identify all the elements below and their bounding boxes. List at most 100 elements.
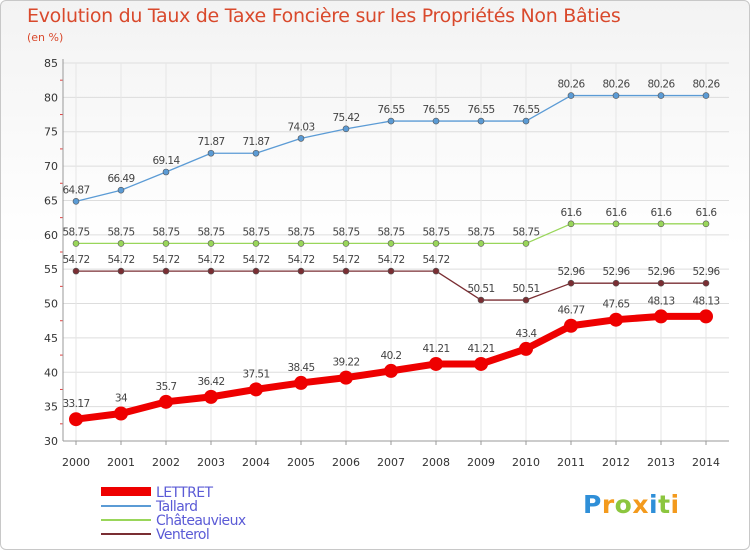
data-point <box>432 117 440 125</box>
data-point <box>294 375 308 390</box>
data-label: 75.42 <box>332 112 359 124</box>
data-label: 61.6 <box>651 207 673 219</box>
data-label: 54.72 <box>197 254 224 266</box>
data-point <box>567 279 575 287</box>
data-label: 80.26 <box>602 79 630 91</box>
data-point <box>654 309 668 324</box>
data-point <box>387 117 395 125</box>
x-tick-label: 2005 <box>287 456 315 469</box>
data-label: 64.87 <box>62 184 89 196</box>
data-point <box>657 279 665 287</box>
data-point <box>519 341 533 356</box>
data-label: 34 <box>115 393 128 405</box>
data-point <box>339 370 353 385</box>
y-tick-label: 85 <box>44 57 58 70</box>
data-point <box>702 92 710 99</box>
data-point <box>657 220 665 228</box>
data-point <box>72 240 80 247</box>
data-point <box>432 240 440 247</box>
data-label: 80.26 <box>647 79 675 91</box>
data-label: 58.75 <box>242 226 269 238</box>
y-tick-label: 55 <box>44 263 58 276</box>
y-tick-label: 45 <box>44 332 58 345</box>
y-tick-label: 35 <box>44 401 58 414</box>
data-point <box>117 186 125 194</box>
logo-letter: i <box>670 490 680 519</box>
data-label: 58.75 <box>107 226 134 238</box>
data-point <box>297 240 305 247</box>
data-point <box>474 356 488 371</box>
data-point <box>162 168 170 176</box>
data-point <box>477 117 485 125</box>
data-label: 66.49 <box>107 173 134 185</box>
data-label: 52.96 <box>602 266 630 278</box>
data-point <box>432 267 440 275</box>
data-label: 76.55 <box>467 104 494 116</box>
legend-label-chateauvieux: Châteauvieux <box>156 513 246 529</box>
data-label: 52.96 <box>557 266 585 278</box>
data-label: 54.72 <box>377 254 404 266</box>
data-label: 61.6 <box>561 207 583 219</box>
data-label: 76.55 <box>377 104 404 116</box>
data-label: 80.26 <box>557 79 585 91</box>
data-label: 48.13 <box>647 295 674 307</box>
logo-letter: i <box>649 490 659 519</box>
data-point <box>252 149 260 157</box>
logo-letter: x <box>632 490 649 519</box>
chart-title: Evolution du Taux de Taxe Foncière sur l… <box>27 5 621 27</box>
logo-letter: t <box>658 490 671 519</box>
data-point <box>342 125 350 133</box>
x-tick-label: 2011 <box>557 456 585 469</box>
data-label: 58.75 <box>422 226 449 238</box>
x-tick-label: 2002 <box>152 456 180 469</box>
x-tick-label: 2007 <box>377 456 405 469</box>
x-tick-label: 2003 <box>197 456 225 469</box>
data-label: 71.87 <box>242 136 269 148</box>
x-tick-label: 2008 <box>422 456 450 469</box>
data-point <box>522 240 530 247</box>
data-point <box>297 135 305 142</box>
x-tick-label: 2000 <box>62 456 90 469</box>
data-point <box>69 412 83 427</box>
data-label: 58.75 <box>332 226 359 238</box>
data-label: 50.51 <box>467 283 494 295</box>
x-tick-label: 2012 <box>602 456 630 469</box>
data-label: 58.75 <box>377 226 404 238</box>
data-label: 52.96 <box>647 266 675 278</box>
data-label: 54.72 <box>287 254 314 266</box>
x-tick-label: 2010 <box>512 456 540 469</box>
data-label: 33.17 <box>62 398 89 410</box>
data-point <box>117 240 125 247</box>
data-label: 61.6 <box>696 207 718 219</box>
data-label: 69.14 <box>152 155 180 167</box>
y-tick-label: 80 <box>44 91 58 104</box>
legend-swatch-lettret <box>101 487 151 496</box>
data-point <box>342 240 350 247</box>
y-tick-label: 65 <box>44 194 58 207</box>
data-point <box>699 309 713 324</box>
x-tick-label: 2004 <box>242 456 270 469</box>
data-point <box>429 356 443 371</box>
y-tick-label: 50 <box>44 298 58 311</box>
legend-swatch-chateauvieux <box>101 519 151 521</box>
data-label: 52.96 <box>692 266 720 278</box>
data-label: 54.72 <box>62 254 89 266</box>
legend-swatch-tallard <box>101 505 151 507</box>
data-point <box>612 92 620 99</box>
data-point <box>342 267 350 275</box>
data-label: 80.26 <box>692 79 720 91</box>
data-point <box>702 279 710 287</box>
data-point <box>162 240 170 247</box>
legend-swatch-venterol <box>101 533 151 535</box>
data-label: 50.51 <box>512 283 539 295</box>
series-lettret <box>69 309 713 427</box>
data-label: 54.72 <box>242 254 269 266</box>
data-point <box>162 267 170 275</box>
data-label: 58.75 <box>62 226 89 238</box>
data-label: 58.75 <box>287 226 314 238</box>
data-label: 46.77 <box>557 305 584 317</box>
x-tick-label: 2009 <box>467 456 495 469</box>
data-point <box>117 267 125 275</box>
